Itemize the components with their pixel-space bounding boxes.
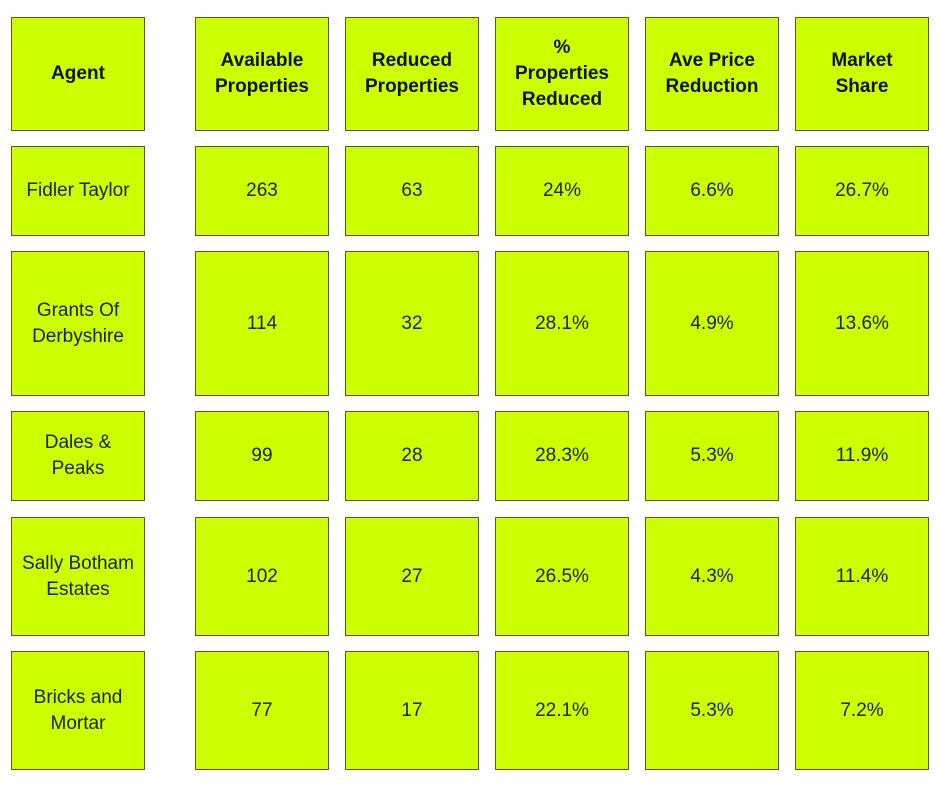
data-cell-market-share: 11.4% [795,517,929,636]
data-cell-reduced-properties: 17 [345,651,479,770]
data-cell-properties-reduced: 28.1% [495,251,629,396]
data-cell-market-share: 11.9% [795,411,929,501]
data-cell-ave-price-reduction: 6.6% [645,146,779,236]
header-cell-agent: Agent [11,17,145,131]
data-cell-available-properties: 102 [195,517,329,636]
header-cell-ave-price-reduction: Ave Price Reduction [645,17,779,131]
header-cell-properties-reduced: % Properties Reduced [495,17,629,131]
data-cell-available-properties: 77 [195,651,329,770]
data-cell-ave-price-reduction: 5.3% [645,651,779,770]
data-cell-reduced-properties: 28 [345,411,479,501]
agent-name-cell: Sally Botham Estates [11,517,145,636]
data-cell-available-properties: 263 [195,146,329,236]
data-cell-properties-reduced: 26.5% [495,517,629,636]
data-cell-market-share: 13.6% [795,251,929,396]
data-cell-available-properties: 99 [195,411,329,501]
data-cell-market-share: 26.7% [795,146,929,236]
header-cell-available-properties: Available Properties [195,17,329,131]
header-cell-market-share: Market Share [795,17,929,131]
agent-name-cell: Bricks and Mortar [11,651,145,770]
agent-name-cell: Fidler Taylor [11,146,145,236]
data-cell-reduced-properties: 27 [345,517,479,636]
data-cell-properties-reduced: 28.3% [495,411,629,501]
data-cell-market-share: 7.2% [795,651,929,770]
data-cell-reduced-properties: 32 [345,251,479,396]
data-cell-properties-reduced: 22.1% [495,651,629,770]
data-cell-reduced-properties: 63 [345,146,479,236]
agent-name-cell: Grants Of Derbyshire [11,251,145,396]
agent-name-cell: Dales & Peaks [11,411,145,501]
data-cell-ave-price-reduction: 4.3% [645,517,779,636]
data-cell-properties-reduced: 24% [495,146,629,236]
data-cell-ave-price-reduction: 4.9% [645,251,779,396]
data-cell-available-properties: 114 [195,251,329,396]
header-cell-reduced-properties: Reduced Properties [345,17,479,131]
data-cell-ave-price-reduction: 5.3% [645,411,779,501]
